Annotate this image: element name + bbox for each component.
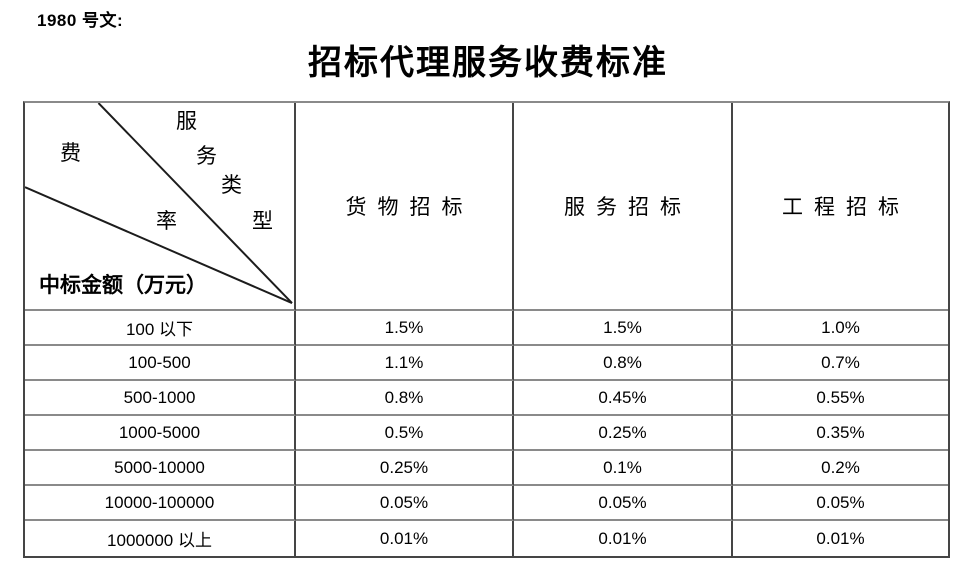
column-header-engineering: 工程招标 [733,103,948,311]
table-cell: 1.0% [733,311,948,346]
table-cell: 0.25% [514,416,733,451]
table-cell: 1.1% [296,346,514,381]
table-cell: 1.5% [514,311,733,346]
table-corner-cell: 服 务 类 型 费 率 中标金额（万元） [25,103,296,311]
table-cell: 1.5% [296,311,514,346]
table-cell: 0.01% [296,521,514,556]
table-cell: 0.01% [816,528,865,548]
corner-rate-char-1: 费 [60,141,81,165]
column-header-services: 服务招标 [514,103,733,311]
row-label: 10000-100000 [25,486,296,521]
corner-diagonal-lines [25,103,293,304]
table-cell: 0.05% [296,486,514,521]
table-cell: 0.55% [733,381,948,416]
row-label: 100 以下 [25,311,296,346]
row-label: 1000-5000 [25,416,296,451]
row-label: 500-1000 [25,381,296,416]
table-cell: 0.2% [733,451,948,486]
fee-table: 服 务 类 型 费 率 中标金额（万元） 货物招标 服务招标 工程招标 100 … [23,101,950,558]
row-label: 100-500 [25,346,296,381]
row-label: 5000-10000 [25,451,296,486]
table-cell: 0.5% [296,416,514,451]
corner-type-char-1: 服 [176,109,197,133]
table-cell: 0.05% [514,486,733,521]
doc-ref-label: 1980 号文: [37,11,124,30]
corner-type-char-3: 类 [221,173,242,197]
table-cell: 0.05% [733,486,948,521]
corner-rate-char-2: 率 [156,209,177,233]
table-cell: 0.25% [296,451,514,486]
corner-amount-label: 中标金额（万元） [39,273,207,297]
corner-type-char-4: 型 [252,209,273,233]
table-cell: 0.8% [514,346,733,381]
table-cell: 0.35% [733,416,948,451]
column-header-goods: 货物招标 [296,103,514,311]
table-cell: 0.45% [514,381,733,416]
table-cell: 0.1% [514,451,733,486]
row-label: 1000000 以上 [25,521,296,556]
page-title: 招标代理服务收费标准 [308,45,668,82]
corner-type-char-2: 务 [196,144,217,168]
table-cell: 0.7% [733,346,948,381]
table-cell: 0.01% [514,521,733,556]
table-cell: 0.8% [296,381,514,416]
